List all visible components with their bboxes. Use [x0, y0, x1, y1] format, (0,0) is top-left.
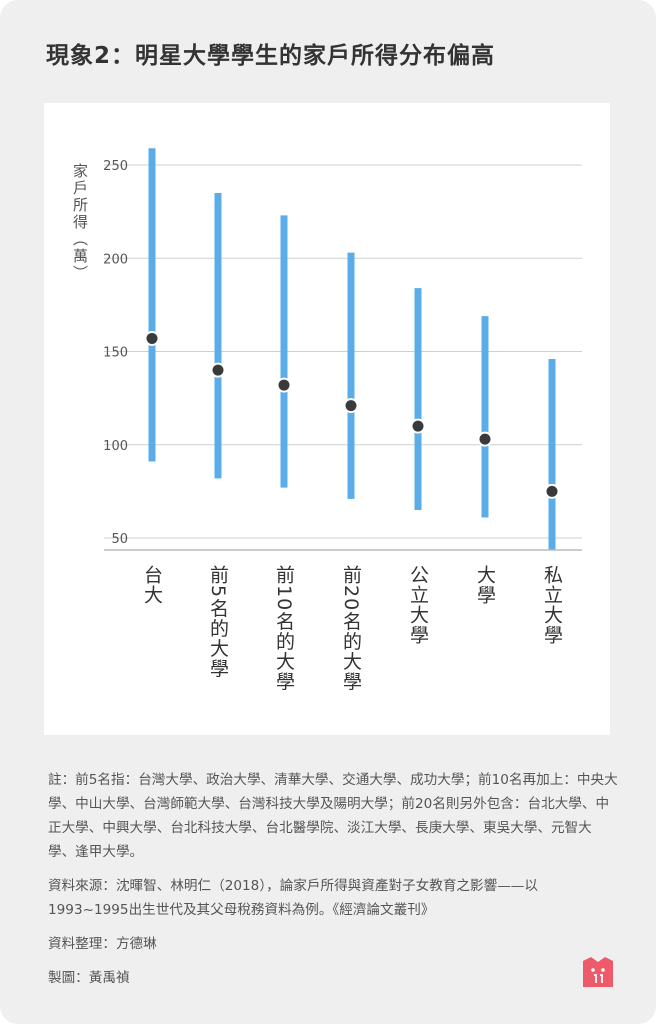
y-tick-label: 250 [103, 159, 128, 174]
y-axis-label: 家戶所得（萬） [71, 163, 89, 282]
x-tick-label: 私立大學 [541, 565, 563, 645]
median-point [144, 330, 160, 346]
median-point [276, 377, 292, 393]
y-tick-label: 100 [103, 439, 128, 454]
note-text: 註：前5名指：台灣大學、政治大學、清華大學、交通大學、成功大學；前10名再加上：… [48, 772, 618, 860]
y-tick-label: 200 [103, 252, 128, 267]
median-point [343, 398, 359, 414]
x-tick-label: 前10名的大學 [273, 565, 295, 691]
x-tick-label: 前5名的大學 [207, 565, 229, 678]
x-tick-label: 大學 [474, 565, 496, 605]
median-point [210, 362, 226, 378]
brand-logo-icon [583, 957, 613, 987]
page-title: 現象2：明星大學學生的家戶所得分布偏高 [46, 43, 496, 69]
designer-text: 製圖：黃禹禎 [48, 970, 130, 986]
x-tick-label: 前20名的大學 [340, 565, 362, 691]
footnotes: 註：前5名指：台灣大學、政治大學、清華大學、交通大學、成功大學；前10名再加上：… [48, 768, 618, 1000]
compiler-text: 資料整理：方德琳 [48, 936, 157, 952]
median-point [410, 418, 426, 434]
x-tick-label: 公立大學 [407, 565, 429, 645]
y-tick-label: 50 [111, 532, 128, 547]
source-text: 資料來源：沈暉智、林明仁（2018），論家戶所得與資產對子女教育之影響——以19… [48, 878, 538, 918]
median-point [544, 483, 560, 499]
y-tick-label: 150 [103, 346, 128, 361]
chart-panel: 50 100 150 200 250 家戶所得（萬） 台大 前5名的大學 前10名的大學 前20名… [44, 103, 610, 735]
x-tick-label: 台大 [141, 565, 163, 605]
chart: 50 100 150 200 250 家戶所得（萬） 台大 前5名的大學 前10名的大學 前20名… [71, 148, 582, 691]
median-point [477, 431, 493, 447]
